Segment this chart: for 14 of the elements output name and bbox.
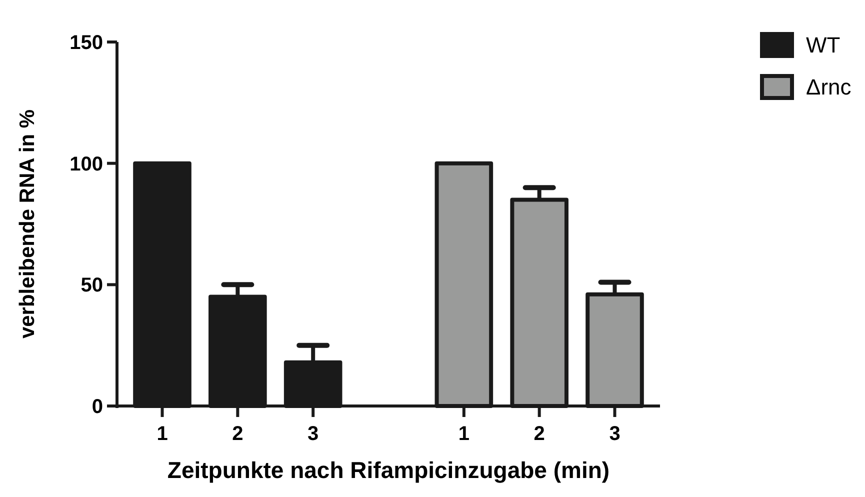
x-tick-label: 2 [232, 423, 244, 445]
y-tick-label: 100 [70, 153, 103, 176]
y-tick-label: 0 [92, 396, 103, 418]
y-tick-label: 50 [80, 274, 103, 297]
legend-label: WT [806, 32, 840, 58]
x-tick-label: 3 [308, 423, 319, 445]
x-tick-label: 2 [534, 423, 545, 445]
x-tick-label: 1 [156, 423, 168, 445]
x-axis-title: Zeitpunkte nach Rifampicinzugabe (min) [167, 457, 610, 483]
y-tick-label: 150 [70, 32, 103, 54]
x-tick-label: 1 [458, 423, 470, 445]
x-tick-label: 3 [609, 423, 620, 445]
y-axis-title: verbleibende RNA in % [16, 109, 39, 339]
legend-label: Δrnc [806, 74, 852, 100]
